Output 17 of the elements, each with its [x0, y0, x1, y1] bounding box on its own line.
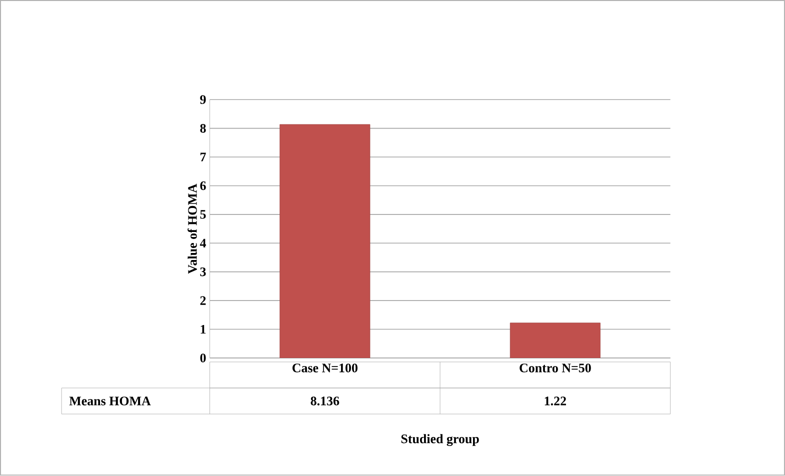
data-label: 1.22	[544, 396, 566, 406]
y-tick-label: 4	[200, 239, 206, 248]
y-tick-label: 3	[200, 268, 206, 276]
y-tick-label: 8	[200, 124, 206, 133]
y-tick-label: 7	[200, 152, 206, 162]
y-tick-label: 6	[200, 182, 206, 190]
y-tick-label: 9	[200, 95, 206, 104]
y-axis-title: Value of HOMA	[188, 184, 197, 274]
text: Means HOMA	[69, 396, 151, 406]
y-tick-label: 2	[200, 296, 206, 306]
x-tick-label: Case N=100	[292, 364, 358, 373]
x-tick-label: Contro N=50	[520, 364, 591, 373]
x-axis-title: Studied group	[401, 434, 479, 446]
y-tick-label: 0	[200, 354, 206, 363]
data-label: 8.136	[310, 396, 340, 406]
y-tick-label: 1	[200, 325, 206, 334]
y-tick-label: 5	[200, 210, 206, 219]
